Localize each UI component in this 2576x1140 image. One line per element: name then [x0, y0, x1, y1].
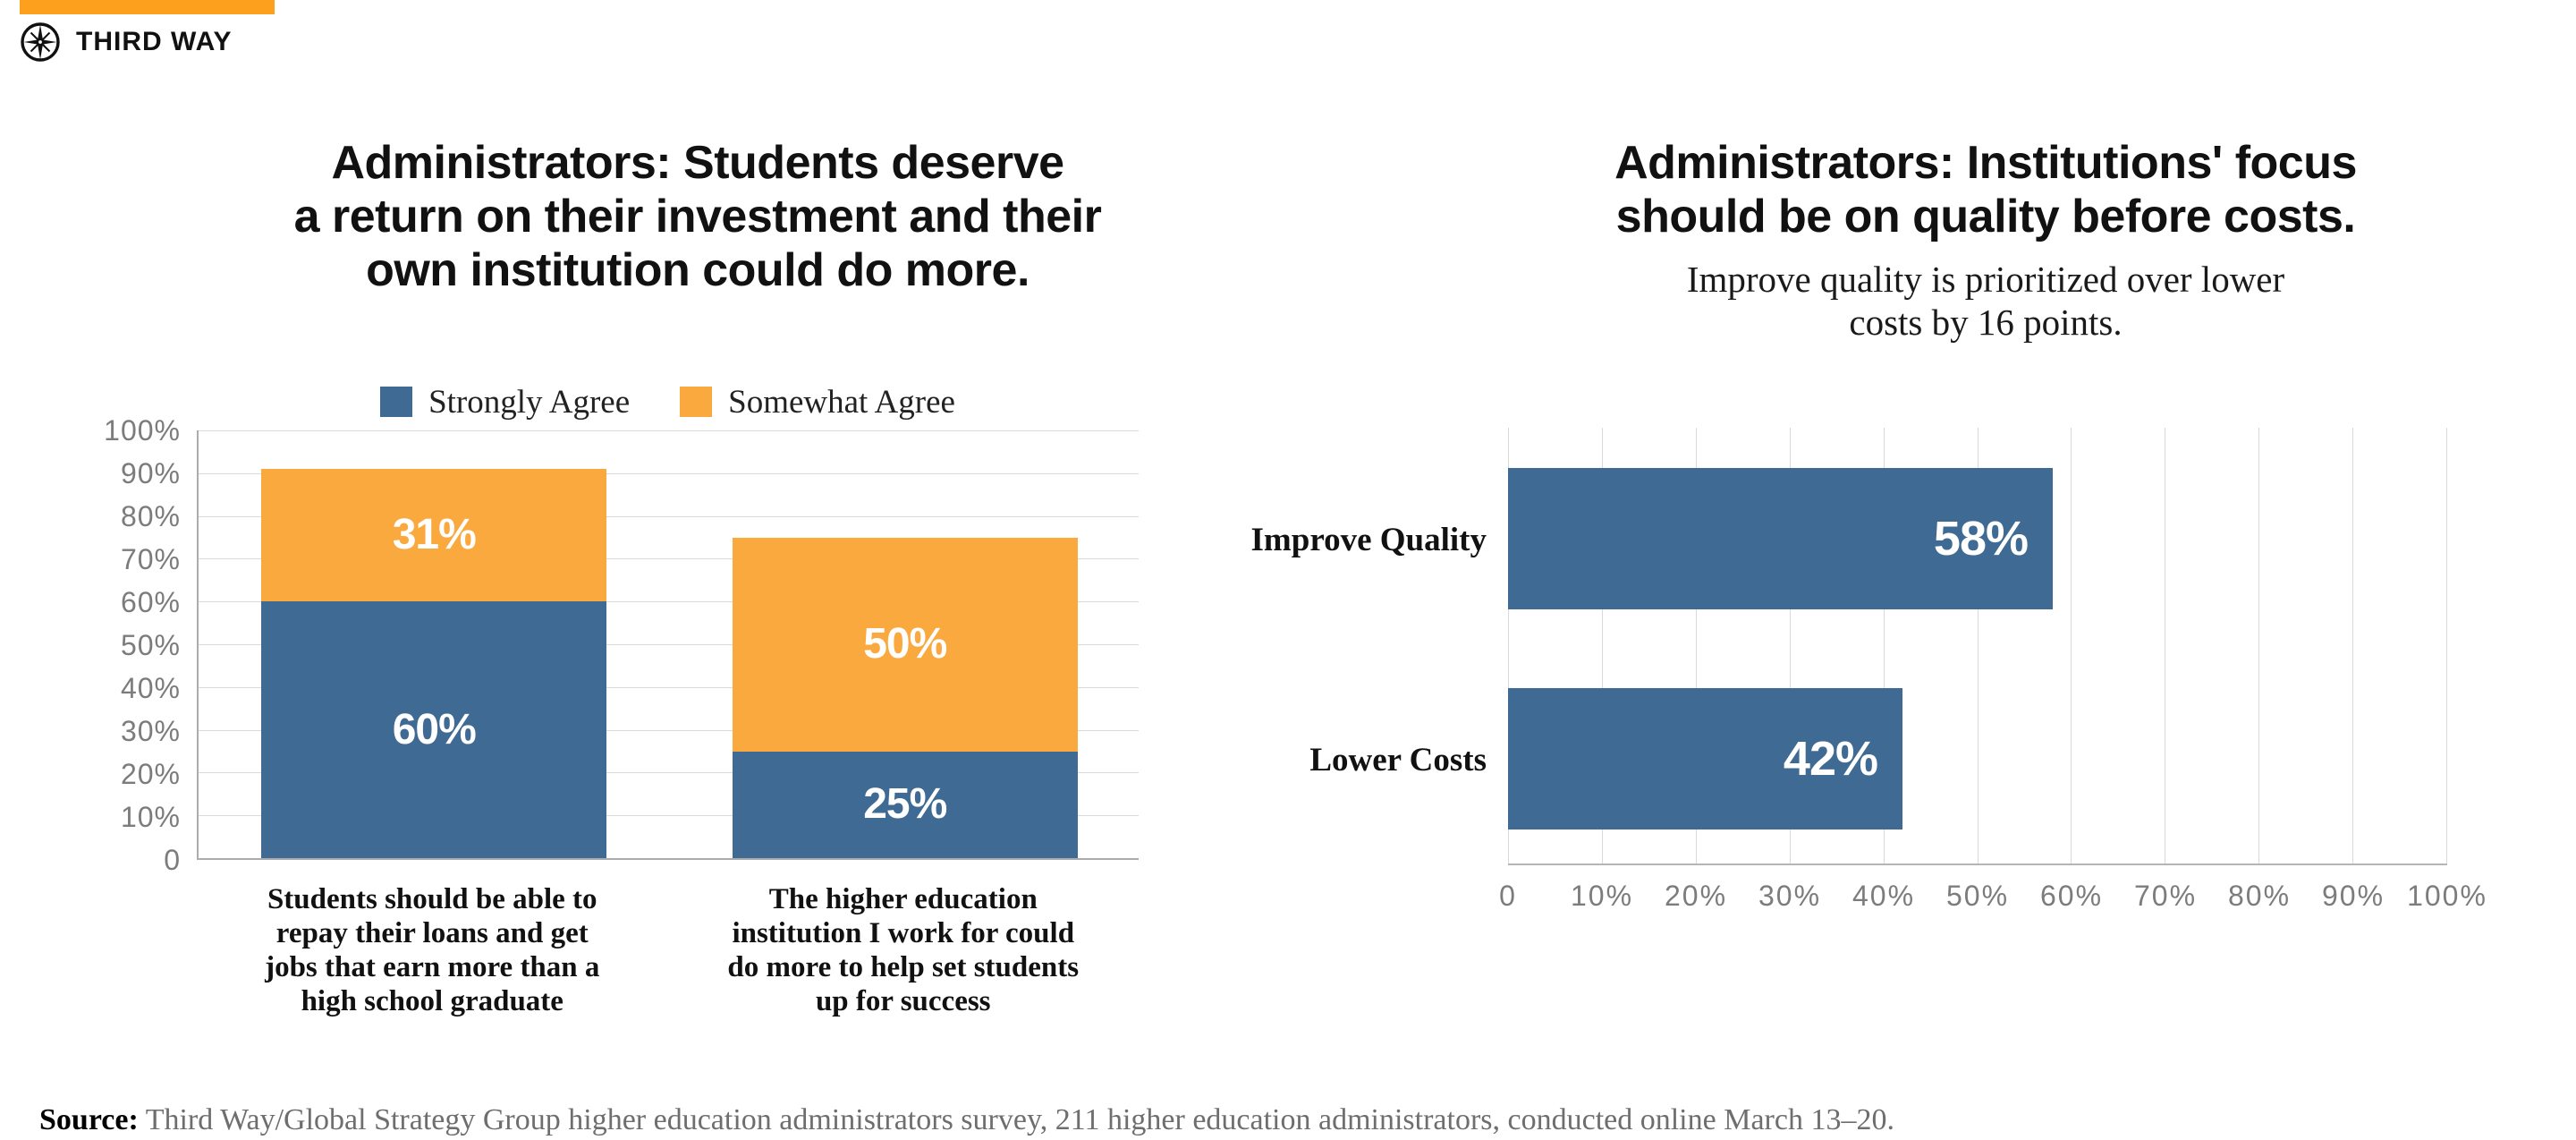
- x-axis-tick-label: 0: [1499, 880, 1517, 912]
- gridline-row: [199, 686, 1139, 730]
- x-axis-tick-label: 70%: [2133, 880, 2198, 912]
- right-chart-title: Administrators: Institutions' focus shou…: [1485, 136, 2487, 243]
- bar-value-label: 60%: [392, 705, 477, 753]
- third-way-logo: THIRD WAY: [20, 21, 233, 63]
- source-label: Source:: [39, 1103, 139, 1136]
- gridline-row: [199, 472, 1139, 516]
- gridline-row: [199, 601, 1139, 644]
- left-chart-gridlines: [199, 430, 1139, 858]
- bar-segment-somewhat-agree: 50%: [732, 537, 1078, 752]
- gridline-row: [199, 430, 1139, 473]
- category-label: The higher education institution I work …: [727, 883, 1080, 1017]
- gridline-column: [2352, 428, 2448, 864]
- y-axis-tick-label: 0: [164, 844, 181, 876]
- gridline-column: [1789, 428, 1884, 864]
- left-chart-legend: Strongly Agree Somewhat Agree: [197, 379, 1139, 424]
- stacked-bar: 50% 25%: [732, 430, 1078, 858]
- gridline-column: [1508, 428, 1602, 864]
- y-axis-tick-label: 80%: [120, 500, 181, 532]
- compass-star-icon: [20, 21, 61, 63]
- x-axis-tick-label: 60%: [2039, 880, 2104, 912]
- gridline-column: [1695, 428, 1790, 864]
- left-title-line-3: own institution could do more.: [366, 244, 1030, 296]
- category-label: Lower Costs: [1309, 742, 1487, 778]
- x-axis-tick-label: 100%: [2407, 880, 2487, 912]
- y-axis-tick-label: 50%: [120, 629, 181, 661]
- bar-segment-strongly-agree: 60%: [261, 601, 607, 858]
- gridline-column: [2165, 428, 2258, 864]
- legend-label: Somewhat Agree: [728, 383, 955, 421]
- left-chart-title: Administrators: Students deserve a retur…: [192, 136, 1203, 297]
- bar-value-label: 31%: [392, 511, 477, 559]
- gridline-column: [2071, 428, 2165, 864]
- left-title-line-1: Administrators: Students deserve: [331, 137, 1064, 189]
- gridline-column: [2258, 428, 2352, 864]
- y-axis-tick-label: 30%: [120, 715, 181, 747]
- horizontal-bar: 42%: [1508, 688, 1902, 829]
- right-subtitle-line-2: costs by 16 points.: [1849, 302, 2123, 343]
- horizontal-bar: 58%: [1508, 468, 2053, 609]
- source-text: Third Way/Global Strategy Group higher e…: [145, 1103, 1894, 1136]
- y-axis-tick-label: 70%: [120, 543, 181, 575]
- bar-value-label: 25%: [863, 780, 947, 829]
- gridline-row: [199, 643, 1139, 687]
- bar-value-label: 50%: [863, 620, 947, 668]
- x-axis-tick-label: 30%: [1758, 880, 1822, 912]
- gridline-row: [199, 515, 1139, 559]
- y-axis-tick-label: 90%: [120, 457, 181, 489]
- bar-segment-somewhat-agree: 31%: [261, 469, 607, 602]
- x-axis-tick-label: 20%: [1664, 880, 1728, 912]
- left-chart-plot-area: 31% 60% 50% 25%: [197, 430, 1139, 860]
- gridline-column: [1883, 428, 1978, 864]
- y-axis-tick-label: 40%: [120, 672, 181, 704]
- gridline-row: [199, 815, 1139, 858]
- x-axis-tick-label: 10%: [1570, 880, 1634, 912]
- category-label: Improve Quality: [1250, 522, 1487, 558]
- right-chart-gridlines: [1508, 428, 2448, 864]
- left-title-line-2: a return on their investment and their: [293, 191, 1102, 242]
- x-axis-tick-label: 50%: [1945, 880, 2010, 912]
- y-axis-tick-label: 20%: [120, 758, 181, 790]
- source-note: Source: Third Way/Global Strategy Group …: [39, 1101, 1894, 1140]
- right-chart-plot-area: 58% 42%: [1508, 428, 2448, 865]
- x-axis-tick-label: 40%: [1852, 880, 1916, 912]
- gridline-row: [199, 729, 1139, 773]
- y-axis-tick-label: 100%: [104, 414, 181, 447]
- brand-accent-bar: [20, 0, 275, 14]
- category-label: Students should be able to repay their l…: [265, 883, 600, 1017]
- legend-swatch-strongly-agree: [380, 387, 413, 417]
- legend-item-somewhat-agree: Somewhat Agree: [680, 386, 955, 419]
- gridline-column: [1601, 428, 1696, 864]
- bar-value-label: 42%: [1783, 732, 1878, 786]
- y-axis-tick-label: 60%: [120, 586, 181, 618]
- legend-item-strongly-agree: Strongly Agree: [380, 386, 630, 419]
- right-title-line-2: should be on quality before costs.: [1615, 191, 2356, 242]
- right-chart-subtitle: Improve quality is prioritized over lowe…: [1485, 258, 2487, 344]
- bar-segment-strongly-agree: 25%: [732, 751, 1078, 858]
- brand-name: THIRD WAY: [76, 27, 233, 56]
- legend-label: Strongly Agree: [428, 383, 631, 421]
- gridline-row: [199, 558, 1139, 601]
- x-axis-tick-label: 80%: [2227, 880, 2292, 912]
- stacked-bar: 31% 60%: [261, 430, 607, 858]
- x-axis-tick-label: 90%: [2321, 880, 2385, 912]
- gridline-row: [199, 772, 1139, 815]
- legend-swatch-somewhat-agree: [680, 387, 713, 417]
- y-axis-tick-label: 10%: [120, 801, 181, 833]
- bar-value-label: 58%: [1933, 512, 2029, 566]
- gridline-column: [1977, 428, 2072, 864]
- right-title-line-1: Administrators: Institutions' focus: [1614, 137, 2357, 189]
- right-subtitle-line-1: Improve quality is prioritized over lowe…: [1686, 259, 2285, 300]
